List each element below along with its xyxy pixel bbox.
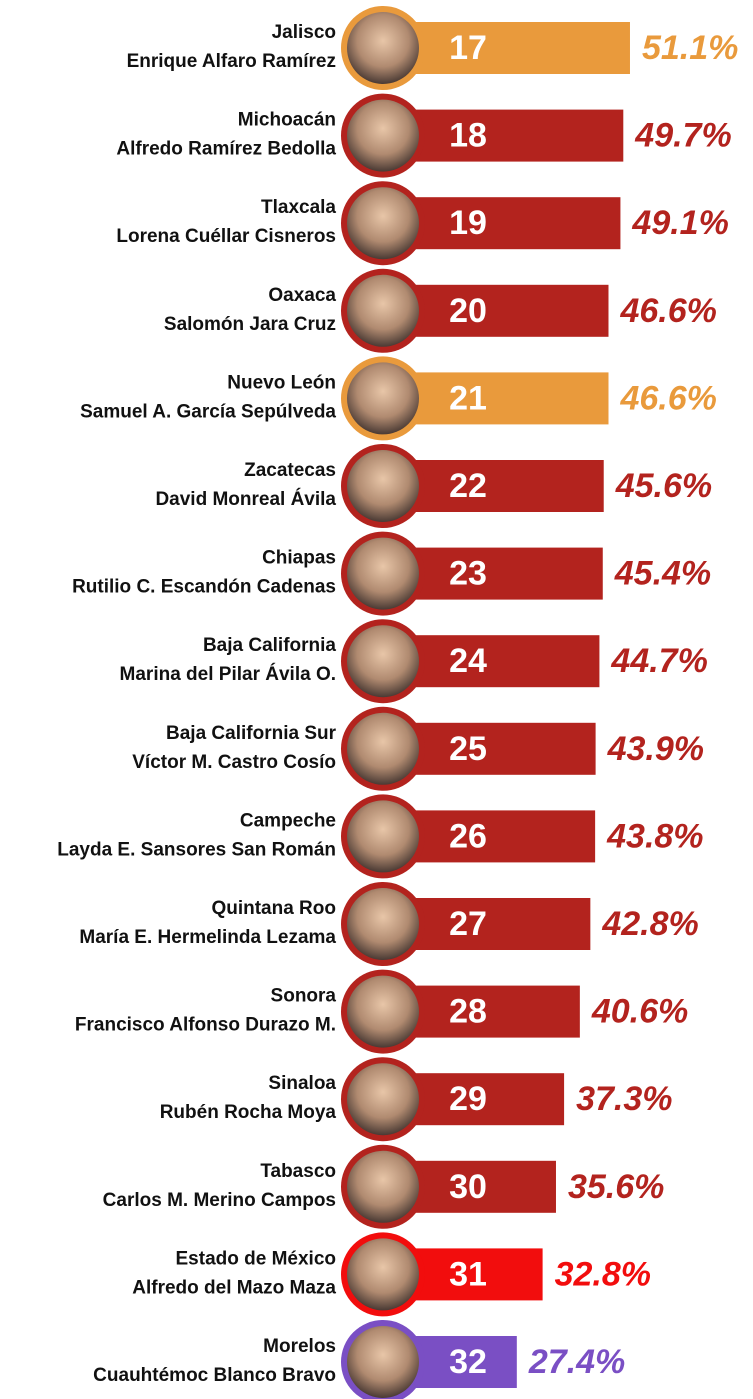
photo (347, 99, 419, 172)
photo (347, 888, 419, 960)
photo (347, 625, 419, 698)
photo (347, 12, 419, 84)
photo (347, 362, 419, 435)
value-label: 45.6% (615, 467, 712, 505)
photo (347, 712, 419, 785)
state-label: Jalisco (272, 22, 336, 43)
photo (347, 450, 419, 522)
photo (347, 1238, 419, 1311)
photo (347, 274, 419, 347)
governor-label: Carlos M. Merino Campos (103, 1190, 336, 1211)
governor-label: David Monreal Ávila (155, 488, 336, 510)
state-label: Chiapas (262, 548, 336, 569)
governor-label: Salomón Jara Cruz (164, 314, 336, 335)
state-label: Campeche (240, 810, 336, 831)
governor-label: María E. Hermelinda Lezama (79, 927, 336, 948)
bar (386, 109, 624, 162)
photo (347, 1063, 419, 1136)
value-label: 27.4% (528, 1343, 625, 1381)
rank: 30 (449, 1168, 487, 1206)
bar (386, 22, 630, 74)
rank: 29 (449, 1080, 487, 1118)
state-label: Sonora (271, 986, 337, 1007)
state-label: Quintana Roo (211, 898, 336, 919)
governor-label: Lorena Cuéllar Cisneros (116, 226, 336, 247)
rank: 25 (449, 730, 487, 768)
state-label: Tlaxcala (261, 197, 336, 218)
rank: 20 (449, 292, 487, 330)
photo (347, 537, 419, 610)
value-label: 37.3% (576, 1080, 672, 1118)
value-label: 51.1% (642, 29, 738, 67)
governor-label: Cuauhtémoc Blanco Bravo (93, 1365, 336, 1386)
rank: 22 (449, 467, 487, 505)
value-label: 42.8% (601, 905, 698, 943)
governor-label: Francisco Alfonso Durazo M. (75, 1015, 336, 1036)
state-label: Tabasco (260, 1161, 336, 1182)
rank: 21 (449, 379, 487, 417)
state-label: Michoacán (238, 110, 336, 131)
state-label: Oaxaca (268, 285, 336, 306)
value-label: 32.8% (555, 1255, 651, 1293)
rank: 31 (449, 1255, 487, 1293)
rank: 19 (449, 204, 487, 242)
state-label: Estado de México (176, 1248, 337, 1269)
rank: 23 (449, 555, 487, 593)
state-label: Baja California Sur (166, 723, 337, 744)
photo (347, 800, 419, 873)
governor-label: Rubén Rocha Moya (160, 1102, 337, 1123)
value-label: 49.7% (634, 117, 731, 155)
rank: 18 (449, 117, 487, 155)
value-label: 46.6% (619, 292, 716, 330)
state-label: Sinaloa (268, 1073, 336, 1094)
state-label: Morelos (263, 1336, 336, 1357)
rank: 26 (449, 817, 487, 855)
value-label: 43.8% (606, 817, 703, 855)
governor-label: Enrique Alfaro Ramírez (127, 51, 336, 72)
value-label: 46.6% (619, 379, 716, 417)
governor-label: Rutilio C. Escandón Cadenas (72, 577, 336, 598)
rank: 17 (449, 29, 487, 67)
governor-label: Alfredo Ramírez Bedolla (116, 139, 336, 160)
rank: 27 (449, 905, 487, 943)
photo (347, 975, 419, 1048)
value-label: 35.6% (568, 1168, 664, 1206)
photo (347, 1326, 419, 1398)
rank: 24 (449, 642, 487, 680)
state-label: Baja California (203, 635, 336, 656)
value-label: 40.6% (591, 993, 688, 1031)
governor-label: Samuel A. García Sepúlveda (80, 401, 336, 422)
governor-label: Víctor M. Castro Cosío (132, 752, 336, 773)
value-label: 45.4% (614, 555, 711, 593)
value-label: 49.1% (631, 204, 728, 242)
state-label: Zacatecas (244, 460, 336, 481)
governor-label: Layda E. Sansores San Román (57, 839, 336, 860)
photo (347, 187, 419, 260)
governor-label: Marina del Pilar Ávila O. (120, 663, 336, 685)
rank: 32 (449, 1343, 487, 1381)
value-label: 43.9% (607, 730, 704, 768)
photo (347, 1150, 419, 1223)
governor-label: Alfredo del Mazo Maza (132, 1277, 336, 1298)
value-label: 44.7% (610, 642, 707, 680)
rank: 28 (449, 993, 487, 1031)
state-label: Nuevo León (227, 372, 336, 393)
bar (386, 197, 621, 250)
